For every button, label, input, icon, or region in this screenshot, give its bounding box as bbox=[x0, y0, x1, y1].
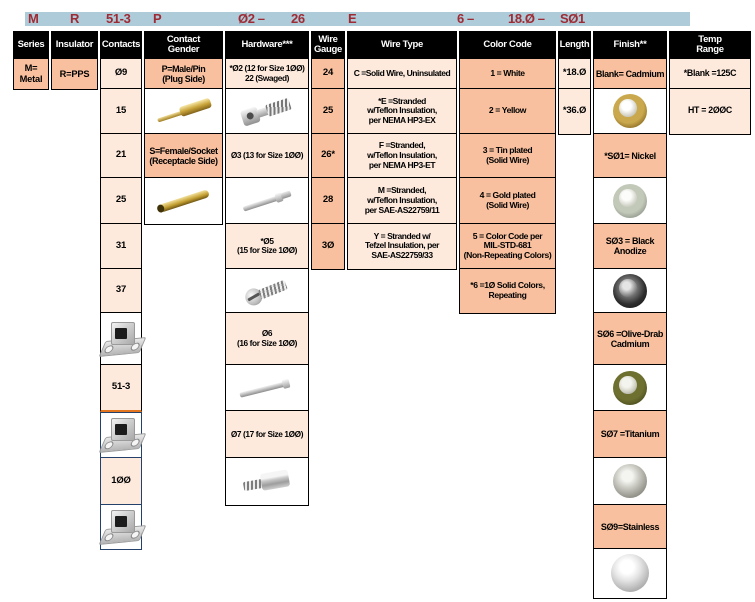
wire-gauge-cell: 26* bbox=[311, 133, 345, 179]
part-number-segment: 51-3 bbox=[106, 11, 131, 26]
part-number-bar: M R 51-3 P Ø2 – 26 E 6 – 18.Ø – SØ1 bbox=[25, 11, 690, 26]
stainless-ball-image bbox=[593, 548, 667, 599]
contacts-cell: 1ØØ bbox=[100, 457, 142, 506]
contacts-cell: 25 bbox=[100, 177, 142, 225]
contact-gender-cell: S=Female/Socket (Receptacle Side) bbox=[144, 133, 223, 179]
column-header-contact-gender: Contact Gender bbox=[144, 31, 223, 60]
contacts-cell: 37 bbox=[100, 268, 142, 314]
hardware-cell: *Ø5 (15 for Size 1ØØ) bbox=[225, 223, 309, 270]
long-guide-pin-image bbox=[225, 364, 309, 412]
part-number-segment: Ø2 – bbox=[238, 11, 265, 26]
hardware-cell: Ø3 (13 for Size 1ØØ) bbox=[225, 133, 309, 179]
wire-type-cell: C =Solid Wire, Uninsulated bbox=[347, 58, 457, 90]
titanium-ball-image bbox=[593, 457, 667, 506]
wire-gauge-cell: 25 bbox=[311, 88, 345, 135]
temp-range-cell: HT = 2ØØC bbox=[669, 88, 751, 135]
gold-socket-contact-image bbox=[144, 177, 223, 225]
column-header-hardware: Hardware*** bbox=[225, 31, 309, 60]
contact-gender-cell: P=Male/Pin (Plug Side) bbox=[144, 58, 223, 90]
threaded-standoff-image bbox=[225, 457, 309, 506]
part-number-segment: M bbox=[28, 11, 39, 26]
color-code-cell: *6 =1Ø Solid Colors, Repeating bbox=[459, 268, 556, 314]
length-cell: *18.Ø bbox=[558, 58, 591, 90]
part-number-segment: 18.Ø – bbox=[508, 11, 545, 26]
column-header-wire-type: Wire Type bbox=[347, 31, 457, 60]
part-number-segment: SØ1 bbox=[560, 11, 585, 26]
column-header-insulator: Insulator bbox=[51, 31, 98, 60]
insulator-cell: R=PPS bbox=[51, 58, 98, 90]
contacts-cell: 31 bbox=[100, 223, 142, 270]
finish-cell: SØ7 =Titanium bbox=[593, 410, 667, 459]
metal-connector-image bbox=[98, 312, 147, 366]
temp-range-cell: *Blank =125C bbox=[669, 58, 751, 90]
finish-cell: Blank= Cadmium bbox=[593, 58, 667, 90]
wire-gauge-cell: 3Ø bbox=[311, 223, 345, 270]
olive-drab-ball-image bbox=[593, 364, 667, 412]
cadmium-ball-image bbox=[593, 88, 667, 135]
length-cell: *36.Ø bbox=[558, 88, 591, 135]
color-code-cell: 5 = Color Code per MIL-STD-681 (Non-Repe… bbox=[459, 223, 556, 270]
contacts-cell: Ø9 bbox=[100, 58, 142, 90]
part-number-segment: 6 – bbox=[457, 11, 474, 26]
column-header-wire-gauge: Wire Gauge bbox=[311, 31, 345, 60]
wire-type-cell: Y = Stranded w/ Tefzel Insulation, per S… bbox=[347, 223, 457, 270]
color-code-cell: 1 = White bbox=[459, 58, 556, 90]
column-header-series: Series bbox=[13, 31, 49, 60]
color-code-cell: 3 = Tin plated (Solid Wire) bbox=[459, 133, 556, 179]
hardware-cell: Ø7 (17 for Size 1ØØ) bbox=[225, 410, 309, 459]
part-number-segment: P bbox=[153, 11, 162, 26]
finish-cell: SØ6 =Olive-Drab Cadmium bbox=[593, 312, 667, 366]
column-header-length: Length bbox=[558, 31, 591, 60]
hardware-cell: Ø6 (16 for Size 1ØØ) bbox=[225, 312, 309, 366]
part-number-segment: E bbox=[348, 11, 357, 26]
metal-connector-image bbox=[98, 504, 147, 550]
jackscrew-image bbox=[225, 88, 309, 135]
nickel-ball-image bbox=[593, 177, 667, 225]
guide-pin-image bbox=[225, 177, 309, 225]
finish-cell: SØ3 = Black Anodize bbox=[593, 223, 667, 270]
column-header-finish: Finish** bbox=[593, 31, 667, 60]
part-number-segment: 26 bbox=[291, 11, 305, 26]
wire-type-cell: M =Stranded, w/Teflon Insulation, per SA… bbox=[347, 177, 457, 225]
finish-cell: SØ9=Stainless bbox=[593, 504, 667, 550]
hardware-cell: *Ø2 (12 for Size 1ØØ) 22 (Swaged) bbox=[225, 58, 309, 90]
contacts-cell: 51-3 bbox=[100, 364, 142, 412]
contacts-cell: 21 bbox=[100, 133, 142, 179]
metal-connector-image bbox=[98, 412, 147, 459]
color-code-cell: 4 = Gold plated (Solid Wire) bbox=[459, 177, 556, 225]
column-header-color-code: Color Code bbox=[459, 31, 556, 60]
part-number-segment: R bbox=[70, 11, 79, 26]
finish-cell: *SØ1= Nickel bbox=[593, 133, 667, 179]
wire-type-cell: *E =Stranded w/Teflon Insulation, per NE… bbox=[347, 88, 457, 135]
color-code-cell: 2 = Yellow bbox=[459, 88, 556, 135]
column-header-contacts: Contacts bbox=[100, 31, 142, 60]
wire-gauge-cell: 28 bbox=[311, 177, 345, 225]
gold-pin-contact-image bbox=[144, 88, 223, 135]
series-cell: M= Metal bbox=[13, 58, 49, 90]
column-header-temp-range: Temp Range bbox=[669, 31, 751, 60]
contacts-cell: 15 bbox=[100, 88, 142, 135]
slotted-screw-image bbox=[225, 268, 309, 314]
black-anodize-ball-image bbox=[593, 268, 667, 314]
wire-type-cell: F =Stranded, w/Teflon Insulation, per NE… bbox=[347, 133, 457, 179]
wire-gauge-cell: 24 bbox=[311, 58, 345, 90]
